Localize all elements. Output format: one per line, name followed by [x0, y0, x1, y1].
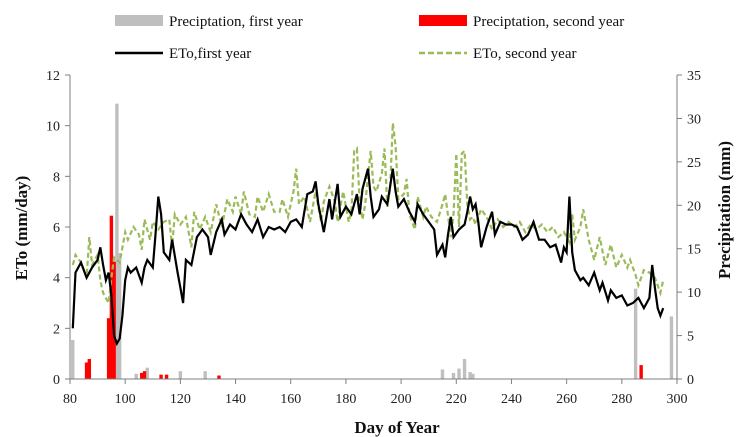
x-tick-label: 220 — [446, 392, 467, 407]
y-axis-right-title: Precipitation (mm) — [715, 141, 734, 279]
precip-first-year-bar — [115, 103, 119, 380]
x-tick-label: 160 — [280, 392, 301, 407]
x-tick-label: 240 — [501, 392, 522, 407]
legend: Preciptation, first year Preciptation, se… — [115, 14, 624, 62]
y-tick-label-right: 0 — [687, 373, 694, 388]
precip-second-year-bar — [140, 372, 144, 379]
precip-first-year-bar — [457, 368, 461, 379]
precip-first-year-bar — [440, 369, 445, 379]
x-tick-label: 100 — [115, 392, 136, 407]
eto-first-year-line — [71, 168, 665, 347]
y-tick-label-right: 5 — [687, 330, 694, 345]
x-axis-title: Day of Year — [354, 418, 440, 437]
precip-second-year-bar — [84, 362, 89, 379]
legend-label: Preciptation, second year — [473, 14, 624, 30]
y-axis-left-title: ETo (mm/day) — [12, 176, 31, 281]
legend-swatch-bar — [419, 15, 467, 26]
y-tick-label-left: 10 — [46, 120, 60, 135]
precip-first-year-bar — [203, 371, 207, 379]
y-tick-label-right: 20 — [687, 199, 701, 214]
precip-second-year-bar — [159, 374, 163, 379]
x-tick-label: 260 — [556, 392, 577, 407]
precip-second-year-bar — [217, 375, 221, 379]
y-tick-label-right: 25 — [687, 156, 701, 171]
legend-label: ETo, second year — [473, 46, 577, 62]
y-tick-label-left: 0 — [53, 373, 60, 388]
precip-second-year-bars — [84, 215, 643, 379]
x-tick-label: 300 — [667, 392, 688, 407]
precip-first-year-bar — [471, 373, 475, 379]
precip-second-year-bar — [164, 374, 169, 379]
precip-first-year-bar — [468, 372, 472, 379]
precip-first-year-bar — [669, 316, 674, 379]
y-tick-label-right: 35 — [687, 69, 701, 84]
precip-second-year-bar — [142, 371, 147, 379]
precip-second-year-bar — [106, 318, 111, 379]
precip-first-year-bar — [451, 372, 456, 379]
precip-second-year-bar — [87, 359, 92, 379]
x-tick-label: 280 — [611, 392, 632, 407]
precip-second-year-bar — [639, 365, 643, 379]
legend-label: ETo,first year — [169, 46, 251, 62]
y-tick-label-right: 30 — [687, 112, 701, 127]
x-tick-label: 80 — [63, 392, 77, 407]
x-tick-label: 200 — [391, 392, 412, 407]
precip-first-year-bar — [145, 367, 149, 379]
y-tick-label-left: 4 — [53, 272, 60, 287]
y-tick-label-left: 6 — [53, 221, 60, 236]
y-tick-label-left: 12 — [46, 69, 60, 84]
y-tick-label-left: 8 — [53, 170, 60, 185]
y-tick-label-right: 10 — [687, 286, 701, 301]
x-tick-label: 140 — [225, 392, 246, 407]
y-tick-label-left: 2 — [53, 322, 60, 337]
x-tick-label: 120 — [170, 392, 191, 407]
precip-first-year-bar — [117, 253, 122, 379]
x-tick-label: 180 — [335, 392, 356, 407]
legend-swatch-bar — [115, 15, 163, 26]
precip-first-year-bars — [71, 103, 674, 380]
precip-first-year-bar — [178, 371, 183, 379]
y-tick-label-right: 15 — [687, 243, 701, 258]
precip-first-year-bar — [71, 339, 75, 379]
precip-first-year-bar — [462, 359, 467, 379]
legend-label: Preciptation, first year — [169, 14, 303, 30]
axes: 80 100 120 140 160 180 200 220 240 260 280 30002468… — [46, 69, 701, 407]
precip-first-year-bar — [633, 288, 638, 379]
precip-first-year-bar — [134, 373, 138, 379]
